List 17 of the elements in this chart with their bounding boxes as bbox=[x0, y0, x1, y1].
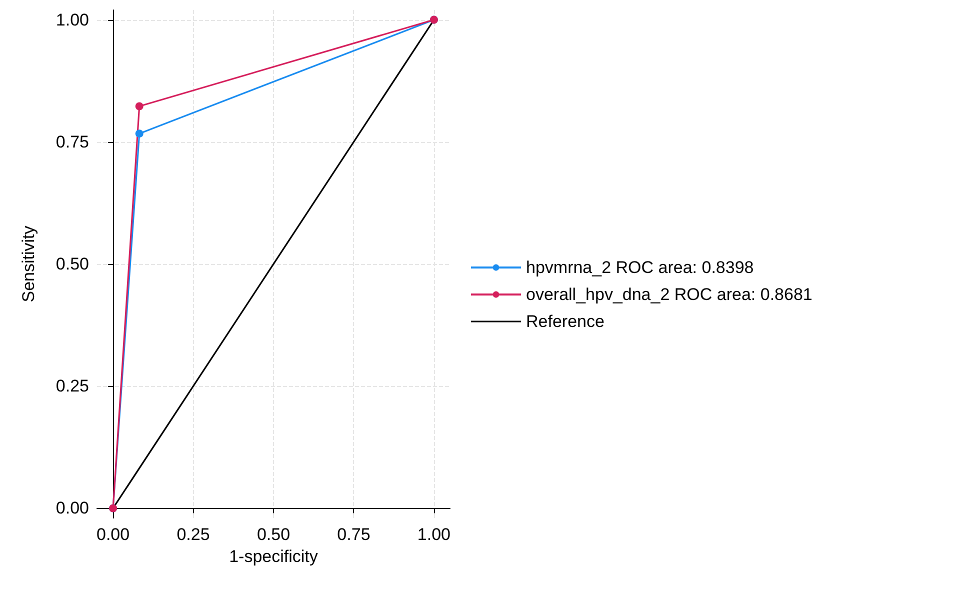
legend-label: Reference bbox=[526, 312, 604, 331]
x-tick-label: 0.50 bbox=[256, 525, 290, 544]
point bbox=[135, 130, 144, 138]
x-tick-label: 0.75 bbox=[337, 525, 370, 544]
x-tick-label: 0.00 bbox=[96, 525, 130, 544]
y-tick-label: 0.25 bbox=[56, 376, 89, 396]
legend-label: overall_hpv_dna_2 ROC area: 0.8681 bbox=[526, 285, 812, 304]
point bbox=[135, 102, 144, 110]
y-tick-label: 0.00 bbox=[56, 498, 89, 518]
x-tick-label: 1.00 bbox=[417, 525, 450, 544]
y-tick-label: 0.50 bbox=[56, 254, 89, 274]
x-axis-title: 1-specificity bbox=[229, 547, 318, 566]
x-tick-label: 0.25 bbox=[176, 525, 210, 544]
y-tick-label: 0.75 bbox=[56, 132, 89, 152]
y-axis-title: Sensitivity bbox=[19, 225, 38, 302]
legend-label: hpvmrna_2 ROC area: 0.8398 bbox=[526, 258, 754, 277]
y-tick-label: 1.00 bbox=[56, 10, 89, 30]
